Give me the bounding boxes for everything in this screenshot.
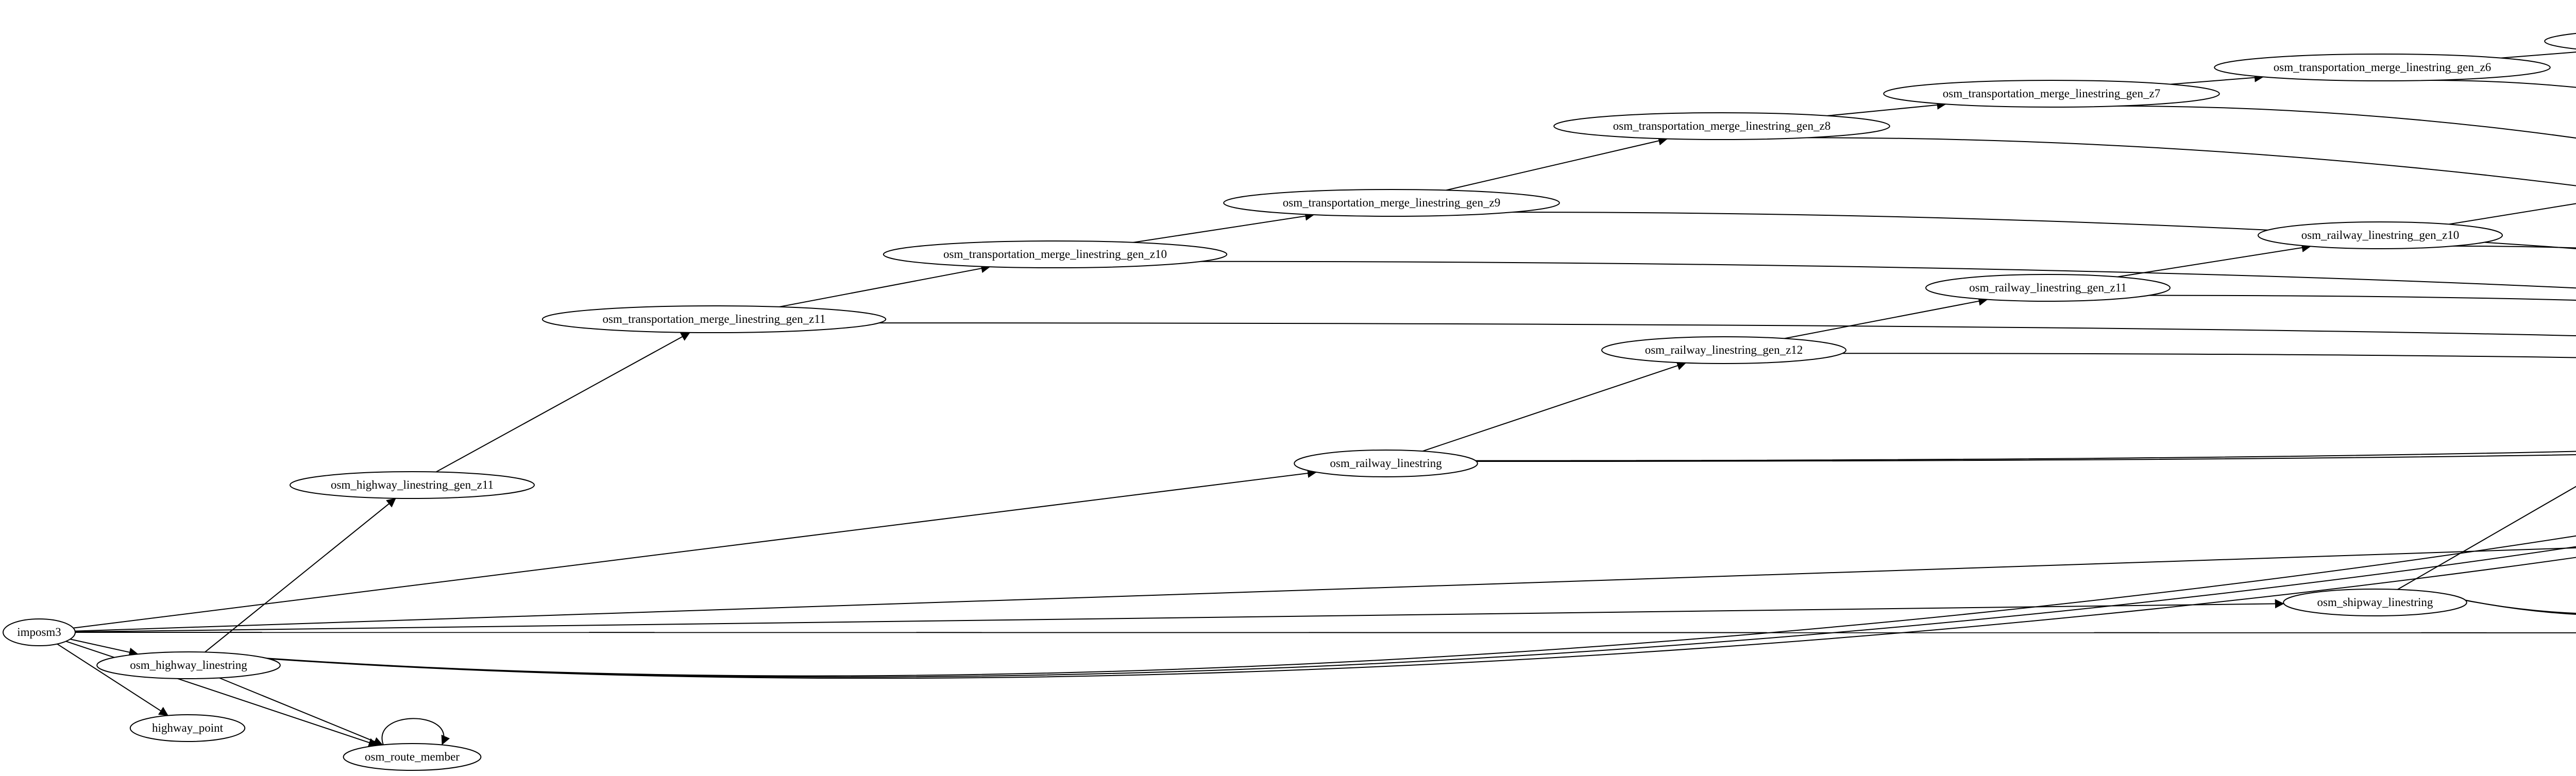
node-ellipse [3,618,76,646]
edge-osm_transportation_merge_linestring_gen_z10-to-osm_transportation_merge_linestring_gen_z9 [1133,211,1315,243]
node-osm_railway_linestring_gen_z11: osm_railway_linestring_gen_z11 [1925,274,2171,302]
edge-osm_railway_linestring_gen_z11-to-osm_railway_linestring_gen_z10 [2117,243,2311,278]
edge-osm_railway_linestring-to-row-z14+ [1476,454,2576,462]
node-ellipse [1223,189,1560,217]
node-osm_highway_linestring_gen_z11: osm_highway_linestring_gen_z11 [290,471,535,499]
edge-imposm3-to-osm_aerialway_linestring [75,547,2576,632]
edge-layer [57,51,2576,747]
node-osm_transportation_merge_linestring_gen_z6: osm_transportation_merge_linestring_gen_… [2214,54,2551,81]
edge-osm_transportation_merge_linestring_gen_z8-to-osm_transportation_merge_linestring_gen_z7 [1827,100,1946,116]
edge-osm_transportation_merge_linestring_gen_z10-to-row-z10 [1201,261,2576,289]
node-label: osm_transportation_merge_linestring_gen_… [2274,61,2491,74]
edge-osm_transportation_merge_linestring_gen_z6-to-row-z6 [2429,79,2576,88]
edge-osm_transportation_merge_linestring_gen_z11-to-osm_transportation_merge_linestring_gen_z10 [779,264,991,307]
node-osm_railway_linestring: osm_railway_linestring [1294,450,1478,477]
node-label: osm_transportation_merge_linestring_gen_… [1943,87,2160,100]
edge-osm_highway_linestring_gen_z11-to-osm_transportation_merge_linestring_gen_z11 [435,332,690,473]
edge-osm_transportation_merge_linestring_gen_z7-to-row-z7 [2117,105,2576,139]
node-label: osm_route_member [365,750,460,763]
node-osm_transportation_merge_linestring_gen_z9: osm_transportation_merge_linestring_gen_… [1223,189,1560,217]
node-label: osm_shipway_linestring [2317,596,2433,609]
node-osm_railway_linestring_gen_z10: osm_railway_linestring_gen_z10 [2258,221,2503,249]
node-label: osm_transportation_merge_linestring_gen_… [943,248,1167,261]
node-label: osm_railway_linestring [1330,457,1442,470]
node-ellipse [1925,274,2171,302]
node-label: osm_railway_linestring_gen_z12 [1645,343,1803,356]
node-layer: imposm3 osm_highway_linestring highway_poi… [3,32,2576,771]
edge-osm_railway_linestring-to-row-z13 [1475,451,2576,461]
node-osm_highway_linestring: osm_highway_linestring [96,651,281,679]
edge-osm_railway_linestring_gen_z12-to-row-z12 [1842,353,2576,358]
node-ellipse [541,305,887,333]
edge-osm_transportation_merge_linestring_gen_z9-to-row-z9 [1512,212,2576,249]
edge-osm_railway_linestring_gen_z10-to-osm_railway_linestring_gen_z9 [2448,203,2576,225]
edge-imposm3-to-osm_shipway_linestring [75,599,2284,633]
node-ellipse [2544,32,2576,50]
edge-osm_highway_linestring-to-row-z13 [267,546,2576,678]
node-label: osm_transportation_merge_linestring_gen_… [1283,196,1500,209]
edge-osm_railway_linestring_gen_z12-to-osm_railway_linestring_gen_z11 [1784,296,1988,339]
node-imposm3: imposm3 [3,618,76,646]
node-label: highway_point [152,721,224,734]
node-osm_shipway_linestring: osm_shipway_linestring [2283,589,2467,616]
edge-imposm3-to-osm_highway_linestring [70,639,139,657]
node-ellipse [1601,336,1846,364]
edge-osm_railway_linestring-to-osm_railway_linestring_gen_z12 [1422,361,1687,452]
edge-osm_transportation_merge_linestring_gen_z9-to-osm_transportation_merge_linestring_gen_z8 [1446,136,1668,191]
edge-osm_route_member-to-osm_route_member [381,718,450,747]
edge-osm_railway_linestring_gen_z11-to-row-z11 [2149,295,2576,301]
node-ellipse [883,240,1228,268]
node-osm_transportation_merge_linestring_gen_z11: osm_transportation_merge_linestring_gen_… [541,305,887,333]
node-label: osm_railway_linestring_gen_z11 [1969,281,2127,294]
node-label: osm_railway_linestring_gen_z10 [2301,229,2460,242]
node-ellipse [1294,450,1478,477]
edge-osm_shipway_linestring-to-osm_shipway_linestring_gen_z12 [2397,486,2576,590]
edge-osm_transportation_merge_linestring_gen_z6-to-osm_transportation_merge_linestring_gen_z5 [2501,51,2576,59]
node-ellipse [129,714,246,742]
node-osm_transportation_merge_linestring_gen_z5: osm_transportation_merge_linestring_gen_… [2544,32,2576,50]
edge-osm_shipway_linestring-to-row-z14+ [2427,591,2576,615]
edge-osm_railway_linestring_gen_z10-to-row-z10 [2453,245,2576,249]
edge-osm_highway_linestring-to-row-z14+ [268,557,2576,679]
node-label: osm_transportation_merge_linestring_gen_… [602,313,825,325]
edge-osm_highway_linestring-to-osm_highway_linestring_gen_z11 [205,497,396,653]
node-ellipse [2283,589,2467,616]
node-ellipse [290,471,535,499]
node-ellipse [1553,112,1890,140]
edge-osm_highway_linestring-to-row-z12 [266,535,2576,677]
node-osm_transportation_merge_linestring_gen_z8: osm_transportation_merge_linestring_gen_… [1553,112,1890,140]
node-highway_point: highway_point [129,714,246,742]
node-label: osm_transportation_merge_linestring_gen_… [1613,119,1831,132]
edge-osm_highway_linestring-to-osm_route_member [219,677,383,746]
node-ellipse [2214,54,2551,81]
edge-osm_transportation_merge_linestring_gen_z11-to-row-z11 [879,322,2576,337]
node-label: osm_highway_linestring_gen_z11 [331,478,494,491]
node-ellipse [96,651,281,679]
edge-osm_transportation_merge_linestring_gen_z8-to-row-z8 [1807,137,2576,186]
node-ellipse [1883,80,2220,108]
edge-imposm3-to-osm_highway_polygon [75,632,2576,633]
node-osm_transportation_merge_linestring_gen_z10: osm_transportation_merge_linestring_gen_… [883,240,1228,268]
edge-osm_transportation_merge_linestring_gen_z7-to-osm_transportation_merge_linestring_gen_z6 [2170,73,2264,85]
node-ellipse [343,743,482,771]
node-osm_railway_linestring_gen_z12: osm_railway_linestring_gen_z12 [1601,336,1846,364]
node-osm_transportation_merge_linestring_gen_z7: osm_transportation_merge_linestring_gen_… [1883,80,2220,108]
edge-imposm3-to-osm_railway_linestring [73,469,1317,629]
node-osm_route_member: osm_route_member [343,743,482,771]
node-label: imposm3 [17,626,61,639]
node-label: osm_highway_linestring [130,659,247,671]
edge-osm_shipway_linestring-to-row-z13 [2424,591,2576,614]
node-ellipse [2258,221,2503,249]
edge-imposm3-to-highway_point [57,643,168,716]
